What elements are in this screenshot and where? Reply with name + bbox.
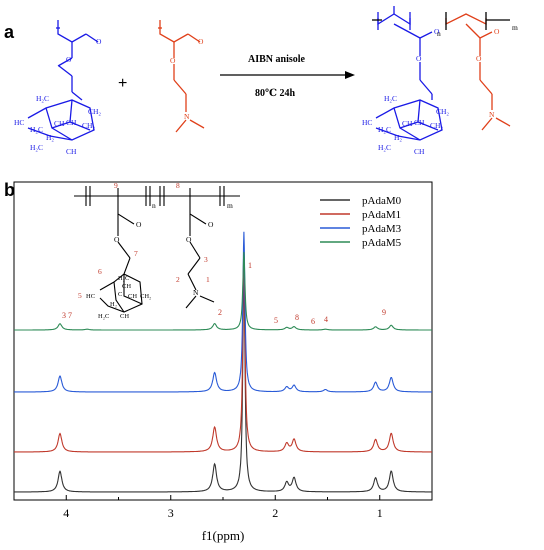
m1-label-7: H₂: [46, 133, 54, 142]
peak-label-6: 6: [311, 317, 315, 326]
carbonyl-O: O: [96, 37, 102, 46]
inset-O1: O: [136, 220, 142, 229]
p-label-6: CH₂: [436, 107, 449, 116]
p-label-0: H₂C: [384, 94, 397, 103]
inset-ch-a: CH: [128, 293, 137, 300]
p-label-5: CH: [414, 118, 425, 127]
p-label-2: HC: [362, 118, 372, 127]
p-label-9: CH: [414, 147, 425, 156]
x-axis-label: f1(ppm): [202, 528, 245, 543]
m1-label-0: H₂C: [36, 94, 49, 103]
m1-label-3: CH: [54, 119, 65, 128]
p-N: N: [489, 110, 495, 119]
p-label-3: CH: [402, 119, 413, 128]
inset-ch2: CH₂: [140, 293, 151, 300]
inset-n: n: [152, 201, 156, 210]
spectrum-pAdaM5: [14, 251, 432, 331]
product-atom-labels: O O O O N n m H₂C H₂C HC CH CH₂ CH CH₂ H…: [362, 23, 518, 156]
subscript-n: n: [437, 29, 441, 38]
peak-label-9: 9: [382, 308, 386, 317]
p-O1: O: [434, 27, 440, 36]
spectrum-pAdaM3: [14, 231, 432, 393]
inset-h2c-a: H₂C: [118, 275, 129, 282]
panel-b-label: b: [4, 180, 15, 200]
monomer2-atom-labels: O O N: [170, 37, 204, 121]
panel-b-nmr-chart: b: [4, 180, 433, 543]
m1-label-4: CH₂: [82, 121, 95, 130]
conditions-top: AIBN anisole: [248, 54, 306, 65]
inset-structure: [74, 186, 240, 313]
subscript-m: m: [512, 23, 518, 32]
m1-label-2: HC: [14, 118, 24, 127]
legend: pAdaM0 pAdaM1 pAdaM3 pAdaM5: [320, 195, 402, 249]
spectrum-pAdaM1: [14, 246, 432, 453]
peak-label-1: 1: [248, 261, 252, 270]
legend-label-pAdaM5: pAdaM5: [362, 237, 402, 249]
p-label-8: H₂C: [378, 143, 391, 152]
p-label-4: CH₂: [430, 121, 443, 130]
peak-label-2: 2: [218, 308, 222, 317]
m2-carbonyl-O: O: [198, 37, 204, 46]
peak-label-8: 8: [295, 313, 299, 322]
peak-label-3-7: 3 7: [62, 311, 72, 320]
inset-ch-c: CH: [120, 313, 129, 320]
ester-O: O: [66, 55, 72, 64]
monomer1-atom-labels: O O H₂C H₂C HC CH CH₂ CH CH₂ H₂ H₂C CH: [14, 37, 102, 156]
p-O4: O: [476, 54, 482, 63]
peak-label-5: 5: [274, 316, 278, 325]
inset-label-6: 6: [98, 267, 102, 276]
legend-label-pAdaM1: pAdaM1: [362, 209, 401, 221]
inset-N: N: [193, 288, 199, 297]
inset-O4: O: [186, 235, 192, 244]
monomer-adamantyl-methacrylate: [27, 20, 99, 141]
inset-label-2: 2: [176, 275, 180, 284]
m1-label-1: H₂C: [30, 125, 43, 134]
x-tick-label-3: 3: [168, 506, 174, 520]
legend-label-pAdaM0: pAdaM0: [362, 195, 402, 207]
x-tick-label-4: 4: [63, 506, 69, 520]
p-O2: O: [416, 54, 422, 63]
spectrum-pAdaM0: [14, 261, 432, 493]
inset-labels: 9 8 n m O O O O 7 3 6 2 1 N 5 HC C CH CH…: [78, 181, 233, 320]
inset-O3: O: [208, 220, 214, 229]
inset-label-1: 1: [206, 275, 210, 284]
inset-label-5: 5: [78, 291, 82, 300]
inset-label-7: 7: [134, 249, 138, 258]
m1-label-6: CH₂: [88, 107, 101, 116]
panel-a-reaction-scheme: a O O H₂C H₂C HC CH CH₂ CH CH₂ H₂: [4, 6, 518, 156]
peak-label-4: 4: [324, 315, 328, 324]
product-copolymer: [372, 6, 511, 141]
x-axis: 4 3 2 1: [13, 495, 433, 520]
x-tick-label-2: 2: [272, 506, 278, 520]
inset-h2: H₂: [110, 301, 117, 308]
inset-h2c-b: H₂C: [98, 313, 109, 320]
inset-c: C: [118, 291, 122, 298]
inset-ch-b: CH: [122, 283, 131, 290]
nmr-spectra: [14, 231, 432, 493]
p-O3: O: [494, 27, 500, 36]
plus-sign: +: [118, 75, 127, 92]
inset-O2: O: [114, 235, 120, 244]
m2-ester-O: O: [170, 56, 176, 65]
legend-label-pAdaM3: pAdaM3: [362, 223, 402, 235]
m2-N: N: [184, 112, 190, 121]
monomer-dmaema: [158, 20, 205, 133]
m1-label-8: H₂C: [30, 143, 43, 152]
conditions-bottom: 80℃ 24h: [255, 88, 295, 99]
m1-label-5: CH: [66, 118, 77, 127]
inset-label-8: 8: [176, 181, 180, 190]
p-label-7: H₂: [394, 133, 402, 142]
inset-label-9: 9: [114, 181, 118, 190]
inset-hc: HC: [86, 293, 95, 300]
peak-labels: 1 2 3 7 5 8 6 4 9: [62, 261, 386, 326]
reaction-arrow: AIBN anisole 80℃ 24h: [220, 54, 355, 99]
p-label-1: H₂C: [378, 125, 391, 134]
x-tick-label-1: 1: [377, 506, 383, 520]
inset-label-3: 3: [204, 255, 208, 264]
panel-a-label: a: [4, 22, 15, 42]
m1-label-9: CH: [66, 147, 77, 156]
inset-m: m: [227, 201, 233, 210]
